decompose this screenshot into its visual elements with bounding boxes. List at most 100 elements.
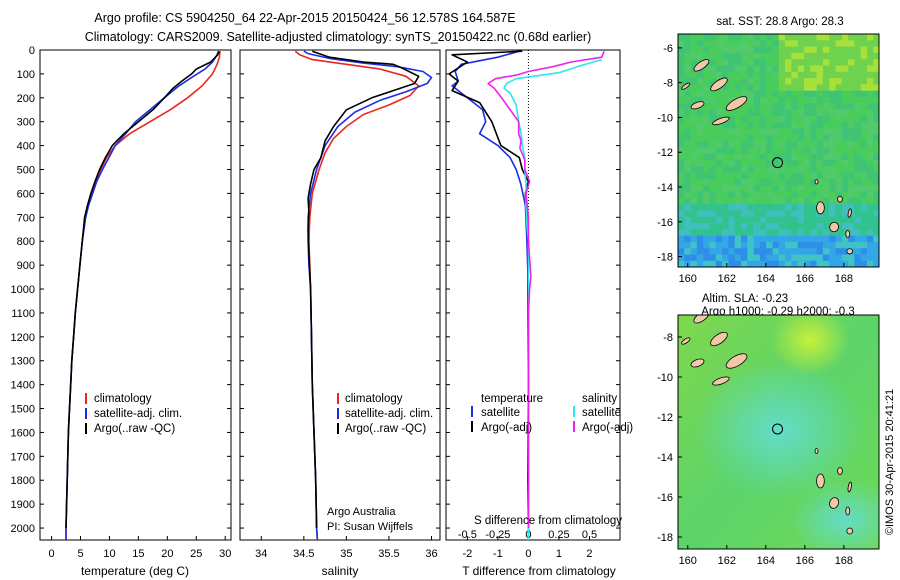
sst-cell [703, 160, 710, 167]
sst-cell [684, 115, 691, 123]
sst-cell [867, 34, 874, 41]
sst-cell [678, 185, 685, 192]
sst-cell [817, 267, 824, 274]
sst-cell [703, 134, 710, 142]
sst-cell [854, 191, 861, 199]
sst-cell [810, 46, 817, 54]
sst-cell [741, 223, 748, 230]
sst-cell [785, 166, 792, 173]
sst-cell [848, 204, 855, 211]
depth-tick-label: 1400 [11, 380, 35, 392]
sst-cell [804, 248, 811, 255]
sst-cell [829, 122, 836, 129]
sst-cell [867, 141, 874, 148]
sst-cell [722, 160, 729, 167]
sst-cell [722, 109, 729, 117]
sst-cell [741, 122, 748, 129]
sst-cell [867, 229, 874, 236]
sst-cell [829, 204, 836, 211]
sst-cell [772, 97, 780, 104]
sst-cell [709, 46, 717, 54]
sst-cell [709, 59, 717, 66]
temperature-x-tick-label: 25 [190, 548, 202, 560]
sst-cell [822, 71, 830, 79]
sst-cell [734, 109, 742, 117]
sst-cell [822, 59, 830, 66]
sst-cell [835, 204, 843, 211]
sst-cell [715, 147, 723, 154]
sst-cell [797, 71, 805, 79]
sst-cell [854, 153, 861, 161]
sst-cell [854, 128, 861, 136]
sst-cell [728, 153, 735, 161]
sst-cell [848, 40, 855, 47]
sst-cell [778, 197, 786, 205]
sst-cell [785, 241, 792, 249]
sst-cell [880, 78, 887, 85]
sst-cell [753, 134, 761, 142]
sst-cell [880, 84, 887, 91]
sst-cell [715, 40, 723, 47]
sst-cell [690, 260, 698, 267]
sst-cell [741, 248, 748, 255]
sst-cell [741, 71, 748, 79]
map-x-tick-label: 168 [835, 273, 853, 285]
sst-cell [715, 229, 723, 236]
sst-cell [822, 40, 830, 47]
sst-cell [709, 122, 717, 129]
sst-cell [772, 160, 780, 167]
sst-cell [766, 52, 773, 60]
sst-cell [880, 229, 887, 236]
sst-cell [816, 97, 824, 104]
sst-cell [772, 197, 780, 205]
sst-cell [703, 229, 710, 236]
sst-cell [867, 103, 874, 110]
sst-cell [854, 241, 861, 249]
sst-cell [867, 241, 874, 249]
sst-cell [715, 122, 723, 129]
sst-cell [715, 109, 723, 117]
sst-cell [778, 147, 786, 154]
sst-cell [728, 65, 735, 73]
sst-cell [791, 65, 798, 73]
sst-cell [822, 191, 830, 199]
sst-cell [728, 115, 735, 123]
sst-cell [766, 97, 773, 104]
sst-cell [747, 122, 754, 129]
sst-cell [753, 103, 761, 110]
sst-cell [759, 153, 767, 161]
sst-cell [816, 254, 824, 262]
sst-cell [759, 97, 767, 104]
sst-cell [759, 109, 767, 117]
sst-cell [741, 229, 748, 236]
sst-cell [753, 153, 761, 161]
sst-cell [703, 147, 710, 154]
sst-cell [854, 166, 861, 173]
sst-cell [690, 34, 698, 41]
sst-cell [772, 109, 780, 117]
sst-cell [703, 216, 710, 224]
sst-cell [766, 115, 773, 123]
sst-cell [722, 197, 729, 205]
sst-cell [791, 153, 798, 161]
sst-cell [747, 210, 754, 217]
sst-cell [696, 52, 704, 60]
map-x-tick-label: 166 [796, 273, 814, 285]
sst-cell [791, 185, 798, 192]
depth-tick-label: 700 [17, 212, 35, 224]
sst-cell [867, 254, 874, 262]
sst-cell [766, 204, 773, 211]
sst-cell [766, 248, 773, 255]
sst-cell [860, 166, 868, 173]
sst-cell [734, 241, 742, 249]
sst-cell [873, 229, 879, 236]
temperature-x-tick-label: 5 [77, 548, 83, 560]
sst-cell [804, 197, 811, 205]
sst-cell [791, 248, 798, 255]
sst-cell [772, 216, 780, 224]
sst-cell [829, 166, 836, 173]
sst-cell [753, 185, 761, 192]
sst-cell [753, 248, 761, 255]
sst-cell [785, 84, 792, 91]
island-shape [693, 315, 710, 324]
